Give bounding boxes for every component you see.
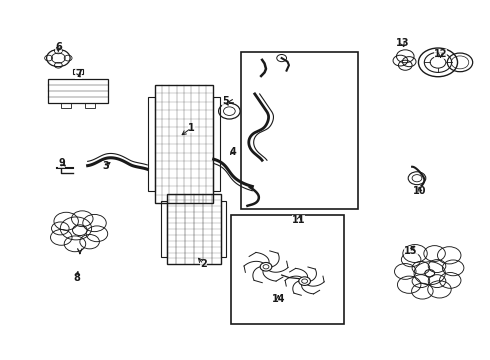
Text: 14: 14 [271, 294, 285, 304]
Bar [220, 201, 226, 257]
Bar [61, 103, 71, 108]
Bar [241, 51, 358, 210]
Bar [213, 97, 220, 192]
Bar [231, 215, 343, 324]
Text: 7: 7 [75, 69, 82, 79]
Bar [155, 85, 213, 203]
Text: 3: 3 [102, 161, 109, 171]
Text: 11: 11 [292, 215, 305, 225]
Bar [73, 69, 83, 74]
Text: 6: 6 [55, 42, 62, 51]
Text: 12: 12 [434, 49, 447, 59]
Text: 5: 5 [222, 96, 229, 106]
Bar [148, 97, 155, 192]
Text: 15: 15 [404, 246, 418, 256]
Text: 1: 1 [188, 123, 195, 133]
Bar [85, 103, 95, 108]
Bar [167, 194, 220, 264]
Text: 2: 2 [200, 259, 207, 269]
Bar [161, 201, 167, 257]
Bar [48, 78, 108, 103]
Text: 8: 8 [73, 273, 80, 283]
Text: 4: 4 [229, 147, 236, 157]
Text: 9: 9 [58, 158, 65, 168]
Text: 13: 13 [395, 38, 409, 48]
Text: 10: 10 [413, 186, 427, 197]
